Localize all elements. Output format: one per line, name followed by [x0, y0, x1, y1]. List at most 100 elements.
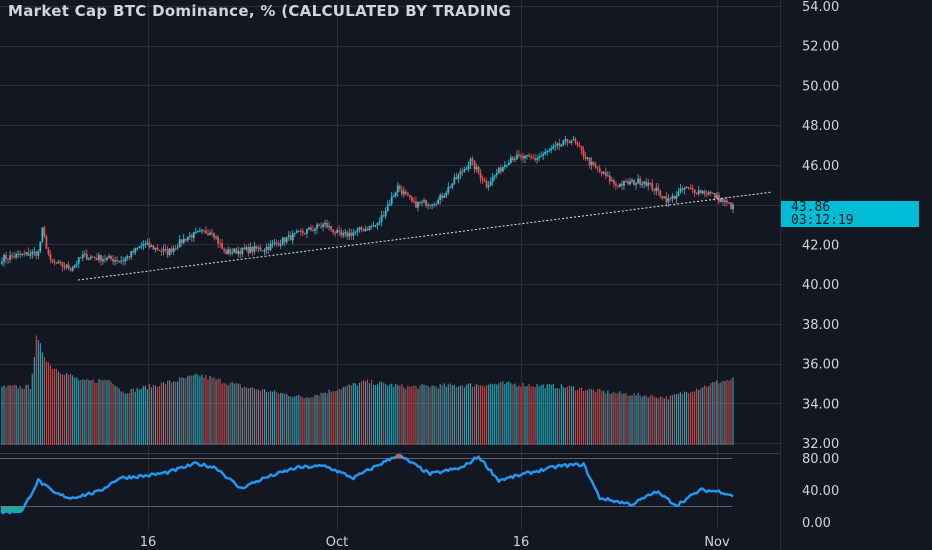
volume-bar	[441, 385, 443, 445]
price-tick-label: 36.00	[802, 358, 839, 373]
candle-body	[368, 226, 371, 231]
volume-bar	[124, 393, 126, 445]
volume-bar	[41, 352, 43, 445]
rsi-axis[interactable]: 80.00 40.00 0.00	[802, 452, 839, 531]
candle-body	[245, 247, 248, 250]
candle-body	[602, 172, 605, 174]
candle-body	[291, 233, 294, 241]
candle-body	[7, 259, 9, 261]
candle-body	[344, 232, 347, 234]
volume-bar	[152, 384, 155, 445]
volume-bar	[625, 393, 627, 445]
volume-bar	[74, 377, 76, 445]
volume-bar	[173, 381, 175, 445]
candle-body	[57, 261, 60, 264]
volume-bar	[399, 385, 401, 445]
candle-body	[606, 175, 609, 177]
candle-body	[394, 192, 397, 196]
time-axis[interactable]: 16 Oct 16 Nov	[140, 535, 730, 550]
volume-bar	[536, 384, 538, 445]
volume-bar	[108, 379, 110, 445]
volume-bar	[344, 386, 346, 445]
volume-bar	[33, 357, 35, 445]
candle-body	[235, 248, 238, 254]
candle-body	[326, 222, 329, 228]
volume-bar	[679, 392, 682, 445]
candle-body	[360, 227, 363, 230]
volume-bar	[623, 393, 625, 445]
volume-bar	[128, 393, 130, 445]
candle-body	[388, 203, 391, 206]
candle-body	[342, 233, 345, 236]
volume-bar	[681, 394, 684, 445]
volume-bar	[645, 395, 647, 445]
candle-body	[477, 166, 480, 173]
volume-bar	[663, 398, 665, 445]
volume-bar	[510, 383, 512, 445]
candle-body	[225, 251, 228, 254]
volume-bar	[296, 395, 298, 445]
volume-bar	[457, 386, 459, 445]
candle-body	[308, 227, 310, 230]
candle-body	[465, 168, 468, 170]
volume-bar	[189, 375, 191, 445]
volume-bar	[500, 381, 502, 445]
volume-bar	[385, 384, 387, 445]
candle-body	[409, 195, 411, 198]
volume-bar	[94, 382, 96, 445]
volume-bar	[649, 395, 651, 445]
volume-bar	[617, 393, 619, 445]
candle-body	[647, 182, 650, 186]
candle-body	[534, 158, 537, 161]
volume-bar	[558, 388, 560, 445]
volume-bar	[370, 379, 373, 445]
candle-body	[281, 237, 284, 245]
volume-bar	[205, 374, 207, 445]
volume-bar	[421, 384, 423, 445]
volume-bar	[88, 380, 90, 445]
volume-bar	[326, 393, 328, 445]
candle-body	[637, 178, 639, 184]
candle-body	[413, 201, 415, 203]
volume-bar	[217, 378, 219, 445]
volume-bar	[411, 386, 413, 445]
candle-body	[17, 253, 20, 255]
candle-body	[683, 188, 686, 190]
candle-body	[229, 249, 232, 254]
volume-bar	[57, 371, 60, 445]
candle-body	[124, 258, 127, 262]
candle-body	[526, 155, 528, 157]
price-axis[interactable]: 54.00 52.00 50.00 48.00 46.00 42.00 40.00 38.00…	[802, 0, 839, 452]
volume-bar	[19, 385, 21, 445]
volume-bar	[280, 392, 282, 445]
volume-bar	[231, 382, 233, 445]
candle-body	[451, 183, 454, 188]
candle-body	[544, 151, 547, 155]
trendline[interactable]	[77, 191, 773, 281]
volume-bar	[401, 384, 403, 445]
volume-bar	[522, 382, 524, 445]
candle-body	[604, 172, 607, 177]
volume-bar	[704, 385, 706, 445]
candle-body	[299, 230, 302, 232]
candle-body	[588, 157, 591, 166]
volume-bar	[467, 383, 470, 445]
candle-body	[336, 230, 339, 234]
candle-body	[730, 202, 732, 209]
candle-body	[713, 192, 716, 199]
time-tick-label: 16	[513, 535, 530, 550]
candle-body	[279, 244, 282, 246]
candle-body	[51, 259, 54, 262]
candle-body	[47, 248, 50, 255]
candle-body	[455, 177, 458, 179]
candle-body	[283, 237, 286, 243]
candle-body	[243, 247, 246, 250]
candle-body	[332, 229, 335, 233]
candle-body	[334, 232, 337, 234]
volume-bar	[134, 391, 136, 445]
candle-body	[174, 248, 177, 250]
volume-bar	[641, 396, 643, 445]
volume-bar	[599, 388, 601, 445]
candle-body	[639, 178, 642, 185]
